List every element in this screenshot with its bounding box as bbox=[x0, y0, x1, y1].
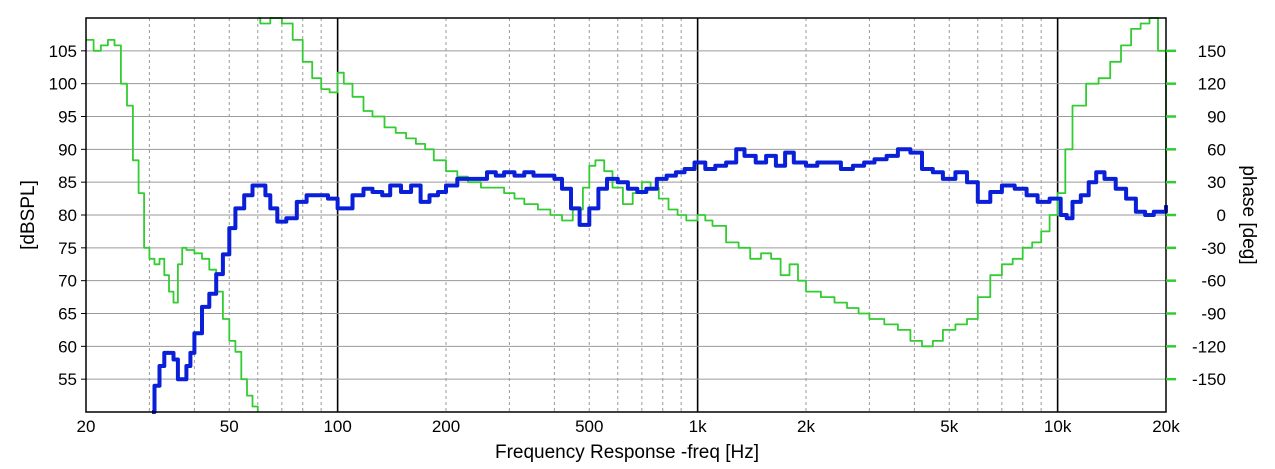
x-tick-label: 20k bbox=[1152, 417, 1180, 436]
x-tick-label: 50 bbox=[220, 417, 239, 436]
y2-tick-label: 30 bbox=[1207, 173, 1226, 192]
x-tick-label: 500 bbox=[575, 417, 603, 436]
y2-tick-label: -90 bbox=[1201, 305, 1226, 324]
phase-series bbox=[86, 17, 1167, 412]
x-tick-label: 200 bbox=[432, 417, 460, 436]
y2-axis-title: phase [deg] bbox=[1238, 165, 1259, 264]
x-axis-title: Frequency Response -freq [Hz] bbox=[495, 442, 759, 463]
y-tick-label: 70 bbox=[58, 272, 77, 291]
y-tick-label: 105 bbox=[49, 42, 77, 61]
y-tick-label: 100 bbox=[49, 75, 77, 94]
x-tick-label: 20 bbox=[77, 417, 96, 436]
y2-tick-label: 90 bbox=[1207, 108, 1226, 127]
y2-tick-label: 60 bbox=[1207, 140, 1226, 159]
y2-tick-label: -30 bbox=[1201, 239, 1226, 258]
y-tick-label: 55 bbox=[58, 370, 77, 389]
y-tick-label: 90 bbox=[58, 140, 77, 159]
y-tick-label: 60 bbox=[58, 337, 77, 356]
phase-line bbox=[86, 17, 1167, 412]
x-tick-label: 10k bbox=[1044, 417, 1072, 436]
y2-tick-label: -120 bbox=[1192, 337, 1226, 356]
y-tick-label: 95 bbox=[58, 108, 77, 127]
spl-series bbox=[152, 147, 1168, 414]
ticks: 20 50 100 200 500 1k 2k 5k 10k 20k 55 60 65 70 75 80 85 9… bbox=[49, 42, 1226, 436]
y-tick-label: 65 bbox=[58, 305, 77, 324]
y-tick-label: 85 bbox=[58, 173, 77, 192]
x-tick-label: 5k bbox=[940, 417, 958, 436]
x-tick-label: 1k bbox=[689, 417, 707, 436]
y2-tick-label: -150 bbox=[1192, 370, 1226, 389]
y-tick-label: 75 bbox=[58, 239, 77, 258]
y-axis-title: [dBSPL] bbox=[18, 180, 39, 250]
x-tick-label: 2k bbox=[797, 417, 815, 436]
y2-tick-label: 150 bbox=[1198, 42, 1226, 61]
x-tick-label: 100 bbox=[323, 417, 351, 436]
grid bbox=[85, 18, 1167, 412]
y2-tick-label: 0 bbox=[1217, 206, 1226, 225]
spl-line bbox=[152, 147, 1168, 414]
y2-tick-label: 120 bbox=[1198, 75, 1226, 94]
y-tick-label: 80 bbox=[58, 206, 77, 225]
y2-tick-label: -60 bbox=[1201, 272, 1226, 291]
